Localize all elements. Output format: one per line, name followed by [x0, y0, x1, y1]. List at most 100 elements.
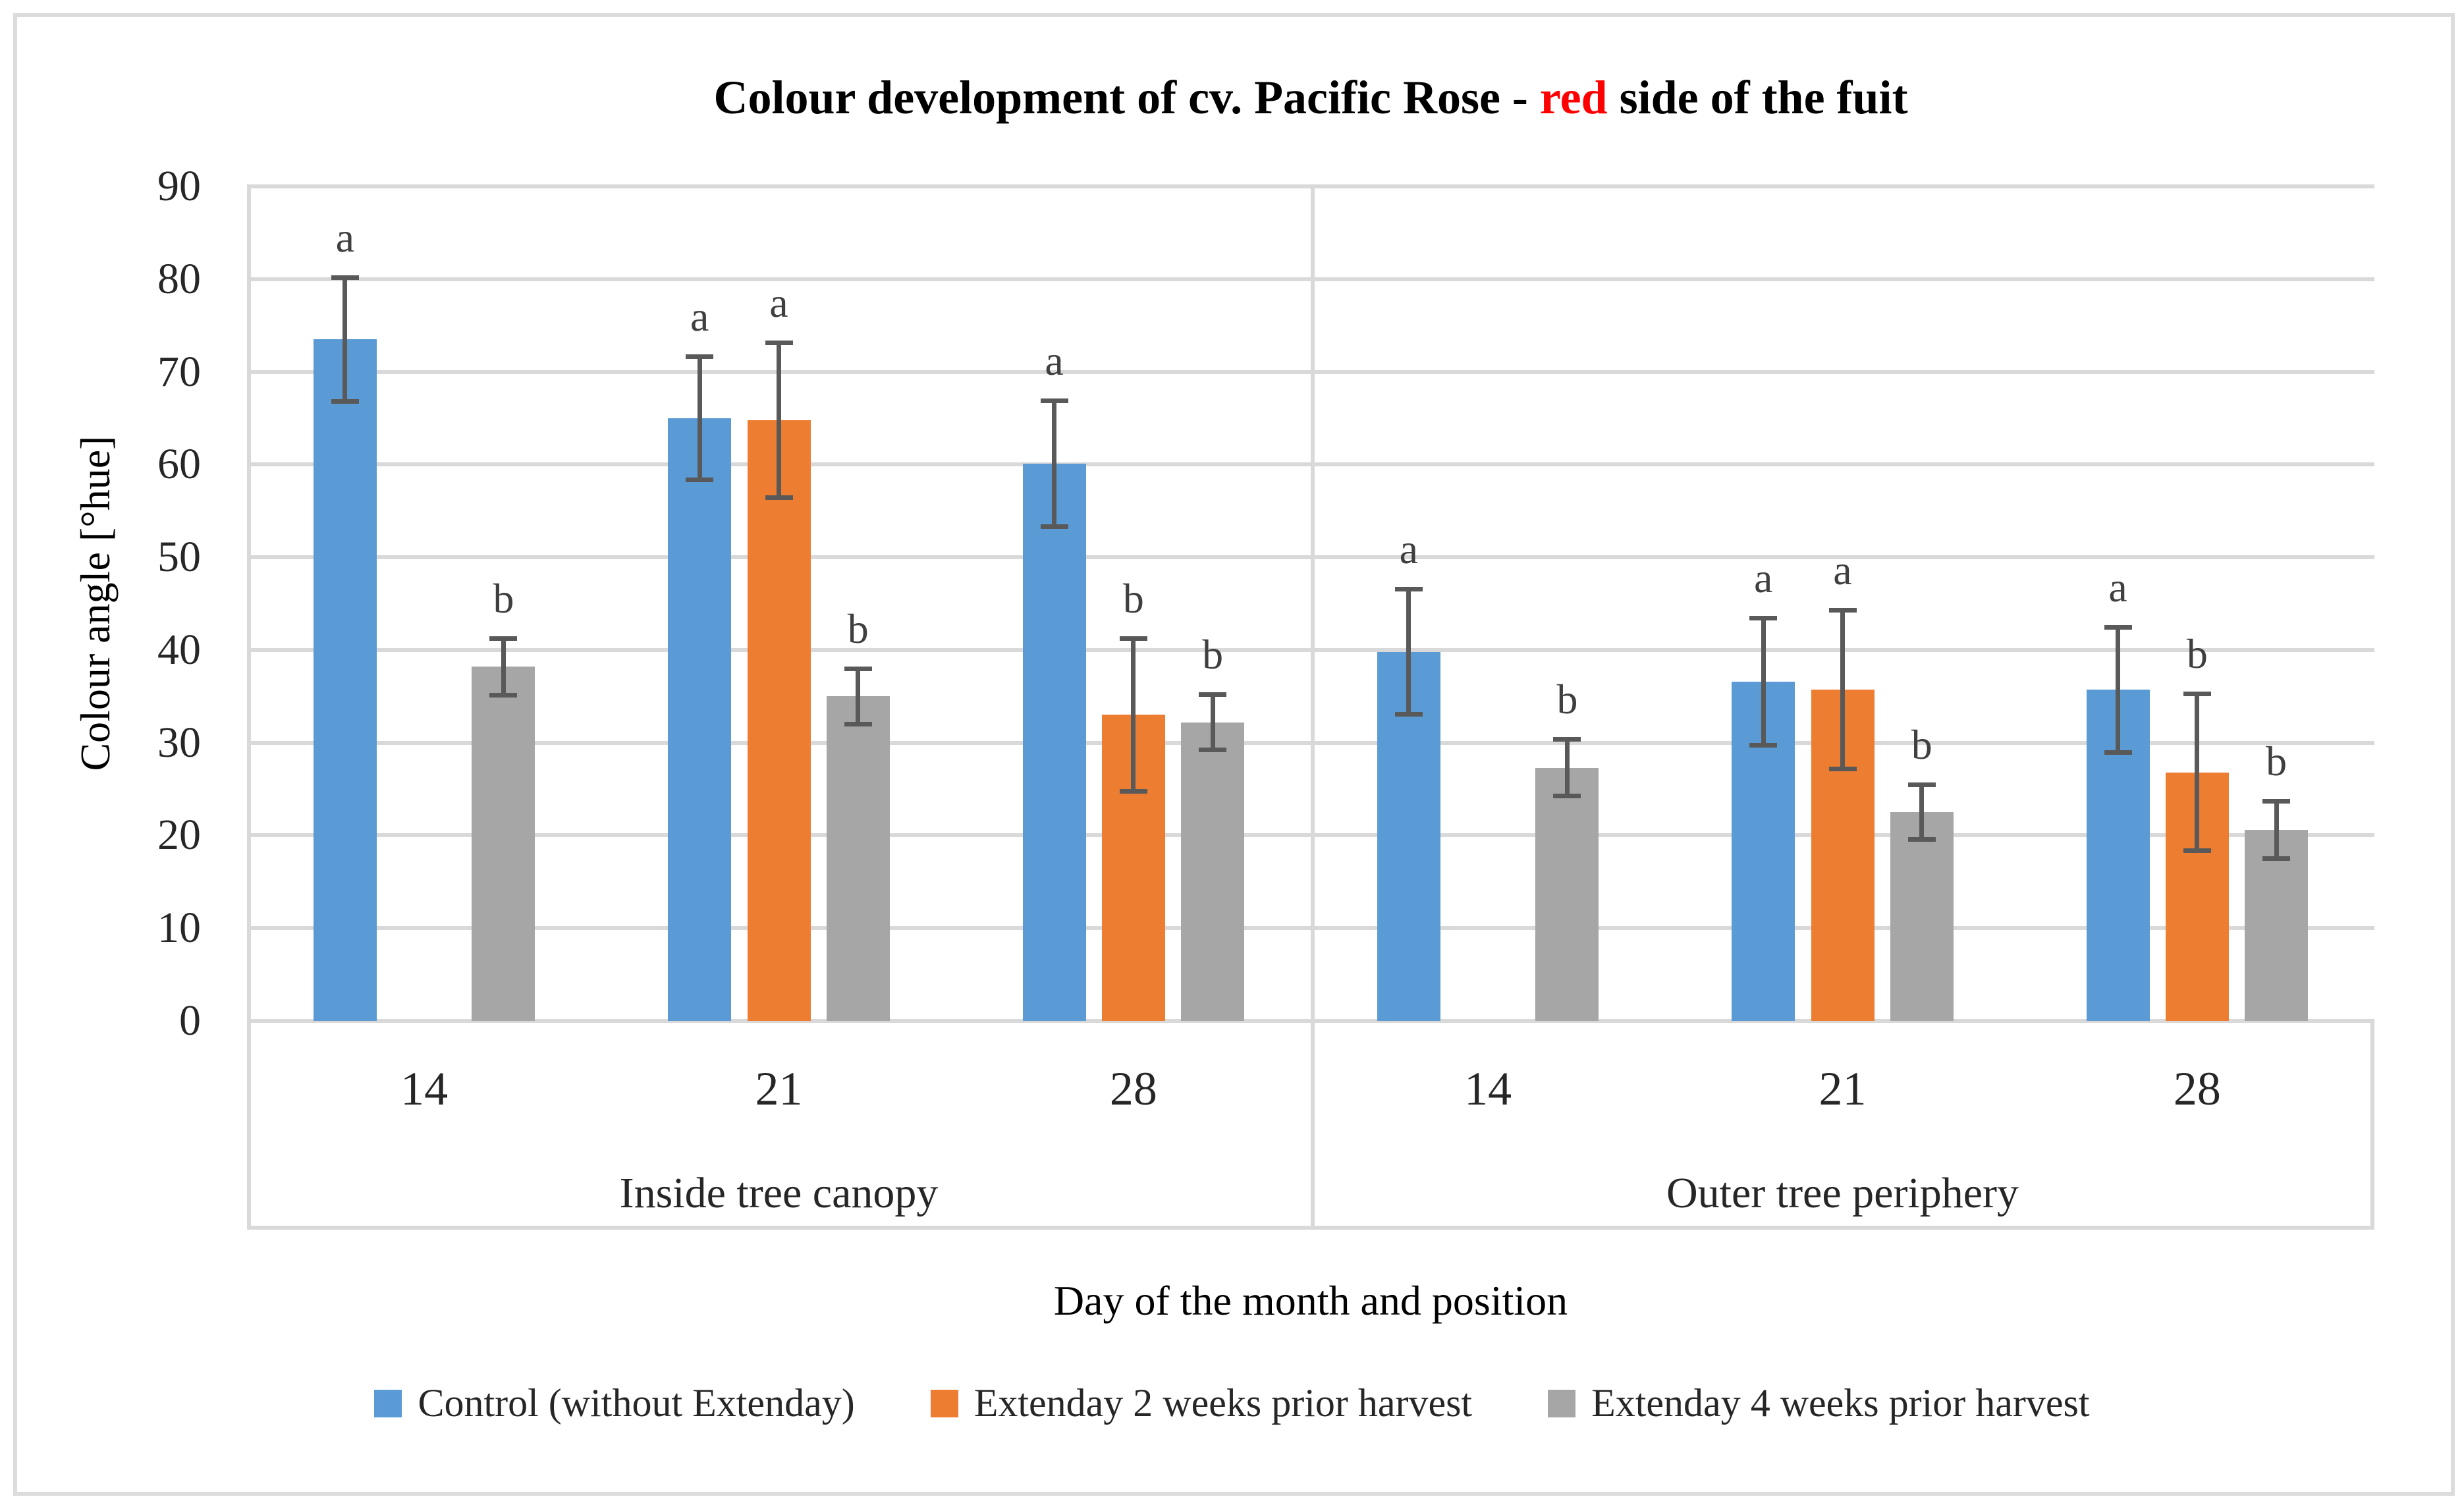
- error-bar-cap: [1199, 692, 1227, 698]
- legend-marker-icon: [1548, 1389, 1576, 1417]
- significance-letter: a: [2108, 563, 2127, 611]
- x-axis-title: Day of the month and position: [1053, 1277, 1568, 1324]
- significance-letter: a: [335, 213, 355, 261]
- day-tick-label: 28: [1109, 1062, 1157, 1115]
- error-bar-cap: [331, 398, 359, 404]
- day-tick-label: 14: [1464, 1062, 1512, 1115]
- error-bar-cap: [1828, 767, 1857, 772]
- error-bar: [1052, 400, 1057, 527]
- day-tick-label: 28: [2173, 1062, 2221, 1115]
- error-bar-cap: [1553, 794, 1581, 799]
- legend-marker-icon: [374, 1389, 402, 1417]
- bar-extenday4w: [1181, 722, 1245, 1021]
- panel-label: Outer tree periphery: [1666, 1169, 2019, 1217]
- error-bar: [1564, 739, 1570, 797]
- bar-extenday4w: [1535, 767, 1599, 1021]
- legend: Control (without Extenday) Extenday 2 wee…: [0, 1381, 2464, 1426]
- y-tick-label: 30: [157, 718, 201, 767]
- chart-title: Colour development of cv. Pacific Rose -…: [247, 66, 2374, 129]
- significance-letter: a: [1833, 547, 1852, 594]
- error-bar-cap: [2183, 692, 2211, 697]
- error-bar: [2195, 694, 2200, 852]
- error-bar: [697, 356, 702, 481]
- error-bar-cap: [765, 340, 793, 345]
- error-bar-cap: [686, 478, 714, 483]
- legend-label: Extenday 4 weeks prior harvest: [1591, 1381, 2090, 1425]
- bar-extenday4w: [826, 696, 890, 1021]
- significance-letter: a: [1399, 525, 1419, 572]
- significance-letter: b: [1202, 631, 1224, 678]
- error-bar: [501, 638, 506, 696]
- y-tick-label: 0: [179, 997, 201, 1045]
- error-bar: [1919, 784, 1925, 840]
- y-tick-label: 50: [157, 533, 201, 582]
- error-bar-cap: [1553, 737, 1581, 742]
- significance-letter: b: [2266, 738, 2287, 785]
- chart-title-text-end: side of the fuit: [1607, 71, 1908, 124]
- chart-title-text: Colour development of cv. Pacific Rose -: [713, 71, 1540, 124]
- error-bar: [2274, 801, 2279, 859]
- y-tick-label: 10: [157, 904, 201, 952]
- significance-letter: a: [690, 292, 709, 340]
- legend-marker-icon: [930, 1389, 958, 1417]
- error-bar: [1840, 610, 1845, 770]
- error-bar-cap: [1199, 747, 1227, 752]
- axis-border: [247, 186, 251, 1230]
- error-bar-cap: [844, 667, 872, 672]
- legend-label: Extenday 2 weeks prior harvest: [973, 1381, 1473, 1425]
- error-bar-cap: [1749, 742, 1778, 748]
- bar-extenday4w: [1890, 812, 1954, 1021]
- error-bar-cap: [2104, 624, 2132, 630]
- significance-letter: b: [1122, 574, 1144, 622]
- error-bar: [1131, 638, 1136, 792]
- y-tick-label: 70: [157, 347, 201, 396]
- panel-label: Inside tree canopy: [619, 1169, 939, 1217]
- significance-letter: a: [1753, 554, 1773, 601]
- legend-item-2: Extenday 2 weeks prior harvest: [930, 1381, 1473, 1426]
- error-bar-cap: [686, 354, 714, 359]
- y-tick-label: 40: [157, 625, 201, 674]
- title-red-word: red: [1539, 71, 1608, 124]
- error-bar-cap: [765, 495, 793, 500]
- error-bar-cap: [1394, 712, 1423, 717]
- error-bar-cap: [331, 275, 359, 280]
- error-bar-cap: [1119, 789, 1147, 794]
- error-bar-cap: [1119, 636, 1147, 641]
- bar-extenday4w: [472, 667, 535, 1021]
- error-bar-cap: [1394, 586, 1423, 591]
- y-tick-label: 20: [157, 811, 201, 860]
- error-bar: [777, 342, 781, 498]
- significance-letter: b: [847, 605, 869, 653]
- legend-item-1: Control (without Extenday): [374, 1381, 855, 1426]
- axis-border: [2370, 1021, 2374, 1230]
- y-tick-label: 80: [157, 254, 201, 303]
- error-bar: [856, 669, 861, 725]
- significance-letter: b: [1911, 721, 1932, 769]
- chart-border: [13, 13, 2455, 1496]
- error-bar-cap: [489, 692, 518, 698]
- significance-letter: b: [493, 574, 514, 622]
- error-bar-cap: [1749, 615, 1778, 620]
- panel-divider: [1311, 186, 1315, 1230]
- bar-extenday2w: [747, 420, 811, 1021]
- error-bar: [1406, 588, 1411, 715]
- error-bar-cap: [1040, 524, 1068, 529]
- significance-letter: b: [1556, 676, 1578, 723]
- error-bar: [1210, 694, 1215, 750]
- day-tick-label: 14: [400, 1062, 449, 1115]
- error-bar-cap: [1907, 837, 1936, 842]
- error-bar: [1761, 617, 1766, 746]
- y-tick-label: 60: [157, 440, 201, 489]
- error-bar-cap: [2183, 848, 2211, 854]
- bar-control: [668, 418, 732, 1021]
- error-bar-cap: [1040, 398, 1068, 404]
- legend-item-3: Extenday 4 weeks prior harvest: [1548, 1381, 2090, 1426]
- day-tick-label: 21: [1819, 1062, 1867, 1115]
- error-bar: [342, 277, 348, 402]
- bar-control: [1022, 463, 1086, 1021]
- y-tick-label: 90: [157, 162, 201, 210]
- error-bar-cap: [1828, 608, 1857, 613]
- category-bottom-border: [247, 1226, 2374, 1230]
- error-bar-cap: [2262, 856, 2291, 861]
